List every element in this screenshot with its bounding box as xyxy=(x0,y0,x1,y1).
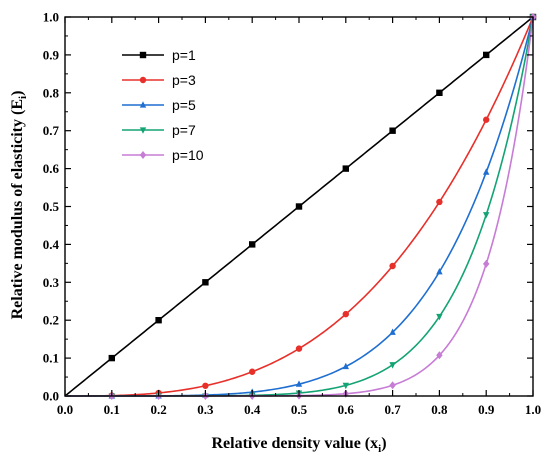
data-point xyxy=(155,317,162,324)
x-tick-label: 0.9 xyxy=(478,402,495,417)
data-point xyxy=(436,198,443,206)
y-tick-label: 0.5 xyxy=(43,199,60,214)
y-axis-title-sub: i xyxy=(17,96,29,99)
legend-item: p=5 xyxy=(122,97,196,113)
data-point xyxy=(342,382,349,390)
data-point xyxy=(389,262,396,270)
y-tick-label: 0.8 xyxy=(43,85,60,100)
axes-layer: 0.0 0.1 0.2 0.3 0.4 0.5 0.6 0.7 0.8 0.9 1.0 0.0 0.1 0… xyxy=(43,10,541,418)
y-tick-label: 0.6 xyxy=(43,161,60,176)
y-tick-label: 0.7 xyxy=(43,123,60,138)
legend-marker xyxy=(139,51,147,59)
y-tick-label: 1.0 xyxy=(43,10,59,25)
series-p-1 xyxy=(64,13,537,397)
data-point xyxy=(483,259,490,268)
legend-marker xyxy=(139,101,147,108)
x-tick-label: 0.7 xyxy=(384,402,401,417)
x-tick-label: 0.8 xyxy=(431,402,448,417)
x-tick-label: 1.0 xyxy=(525,402,541,417)
legend-label: p=7 xyxy=(172,122,196,138)
data-point xyxy=(389,328,396,335)
legend-item: p=3 xyxy=(122,72,196,88)
y-tick-label: 0.0 xyxy=(43,389,59,404)
y-tick-label: 0.4 xyxy=(43,237,60,252)
y-tick-label: 0.9 xyxy=(43,47,60,62)
data-point xyxy=(436,351,443,360)
legend-marker xyxy=(139,151,147,159)
y-tick-label: 0.1 xyxy=(43,351,59,366)
data-point xyxy=(295,380,303,387)
legend-item: p=10 xyxy=(122,147,204,163)
data-point xyxy=(436,89,443,96)
data-point xyxy=(389,362,396,369)
legend-label: p=5 xyxy=(172,97,196,113)
legend-label: p=10 xyxy=(172,147,204,163)
x-tick-label: 0.2 xyxy=(150,402,166,417)
data-point xyxy=(249,241,256,248)
data-point xyxy=(483,168,490,175)
legend-item: p=1 xyxy=(122,47,196,63)
legend-item: p=7 xyxy=(122,122,196,138)
data-point xyxy=(342,310,349,318)
data-point xyxy=(295,203,303,210)
y-tick-label: 0.3 xyxy=(43,275,60,290)
data-point xyxy=(483,116,490,123)
x-tick-label: 0.6 xyxy=(338,402,355,417)
legend-label: p=1 xyxy=(172,47,196,63)
y-axis-title-end: ) xyxy=(9,91,26,96)
x-tick-label: 0.0 xyxy=(57,402,73,417)
data-point xyxy=(249,368,256,375)
data-point xyxy=(202,382,209,389)
data-point xyxy=(389,381,396,390)
data-point xyxy=(342,165,349,172)
legend: p=1 p=3 p=5 p=7 p=10 xyxy=(122,47,204,163)
x-tick-label: 0.1 xyxy=(104,402,120,417)
data-point xyxy=(436,313,443,321)
legend-marker xyxy=(139,76,147,84)
x-tick-label: 0.5 xyxy=(291,402,308,417)
data-point xyxy=(436,268,443,275)
data-point xyxy=(483,212,490,219)
y-axis-title-main: Relative modulus of elasticity (E xyxy=(9,99,26,319)
x-tick-label: 0.3 xyxy=(197,402,214,417)
x-axis-title: Relative density value (xi) xyxy=(211,435,386,455)
data-point xyxy=(483,51,490,59)
data-point xyxy=(389,127,396,134)
legend-marker xyxy=(139,127,147,134)
y-tick-label: 0.2 xyxy=(43,313,59,328)
x-axis-title-end: ) xyxy=(381,435,386,452)
legend-label: p=3 xyxy=(172,72,196,88)
x-tick-label: 0.4 xyxy=(244,402,261,417)
data-point xyxy=(342,362,349,370)
x-axis-title-main: Relative density value (x xyxy=(211,435,378,452)
y-axis-title: Relative modulus of elasticity (Ei) xyxy=(9,91,29,320)
data-point xyxy=(202,279,209,286)
data-point xyxy=(108,354,115,362)
x-axis-title-sub: i xyxy=(378,443,381,455)
data-point xyxy=(295,345,303,352)
